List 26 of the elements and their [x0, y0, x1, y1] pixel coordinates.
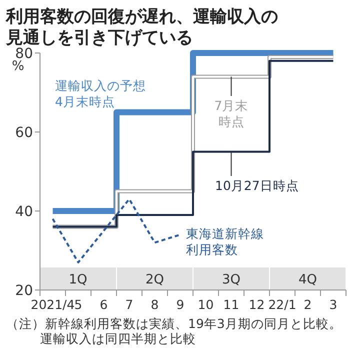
x-tick-label: 5 [74, 297, 82, 312]
x-tick-label: 2021/4 [30, 297, 75, 312]
series-label: 7月末時点 [214, 98, 248, 129]
x-tick-label: 12 [248, 297, 265, 312]
band-label: 1Q [68, 272, 88, 288]
y-tick-label: 20 [15, 283, 33, 299]
band-label: 3Q [222, 272, 241, 288]
x-tick-label: 8 [150, 297, 159, 312]
y-tick-label: 40 [15, 204, 33, 220]
chart-title: 利用客数の回復が遅れ、運輸収入の見通しを引き下げている [5, 7, 278, 48]
y-tick-label: 60 [15, 125, 33, 141]
x-tick-label: 22/1 [268, 297, 296, 312]
x-tick-label: 6 [100, 297, 108, 312]
x-tick-label: 11 [223, 297, 240, 312]
series-label: 10月27日時点 [215, 178, 299, 193]
text: （注）新幹線利用客数は実績、19年3月期の同月と比較。運輸収入は同四半期と比較 [6, 316, 342, 346]
band-label: 4Q [298, 272, 318, 288]
x-tick-label: 9 [176, 297, 184, 312]
series-label: 運輸収入の予想4月末時点 [55, 78, 146, 109]
x-tick-label: 3 [329, 297, 338, 312]
x-tick-label: 7 [125, 297, 134, 312]
x-tick-label: 10 [198, 297, 214, 312]
series-label: 東海道新幹線利用客数 [186, 226, 264, 257]
band-label: 2Q [145, 272, 164, 288]
x-tick-label: 2 [304, 297, 312, 312]
y-axis-title: % [12, 59, 24, 74]
